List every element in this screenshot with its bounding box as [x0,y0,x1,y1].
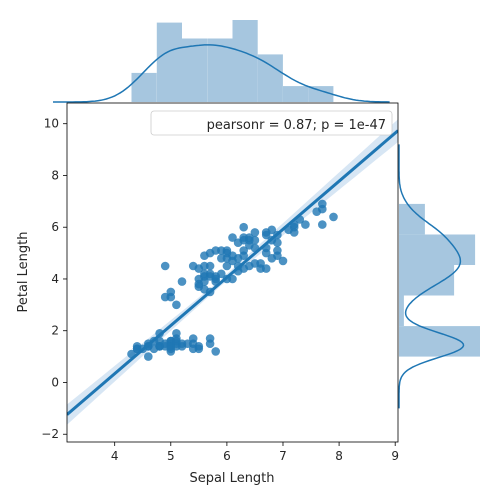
scatter-point [261,264,271,273]
scatter-point [273,238,282,247]
regression-line [67,129,398,416]
x-histogram-bar [131,72,157,102]
x-histogram-bar [182,38,208,102]
x-tick-label: 7 [279,449,287,463]
scatter-point [211,347,220,356]
x-tick-label: 6 [223,449,231,463]
x-histogram-bar [283,86,309,102]
x-histogram-bar [308,86,334,102]
scatter-point [239,222,248,232]
x-axis-label: Sepal Length [189,471,274,486]
scatter-point [228,233,237,242]
scatter-point [239,246,248,255]
joint-panel: 4 5 6 7 8 9 −2 0 2 4 6 8 10 pearsonr = 0.87; p = 1e… [16,102,399,486]
scatter-point [250,235,260,245]
x-marginal-distribution [53,20,390,103]
y-tick-label: 0 [51,375,59,389]
y-tick-label: −2 [41,427,59,441]
y-axis-ticks: −2 0 2 4 6 8 10 [41,117,67,441]
y-marginal-distribution [398,144,480,409]
scatter-points [127,199,338,361]
scatter-point [200,277,209,286]
annotation-box [150,110,393,136]
scatter-point [222,261,232,271]
scatter-point [289,222,299,232]
scatter-point [172,300,181,310]
scatter-point [177,277,187,286]
x-histogram-bar [257,54,283,102]
scatter-point [205,261,215,271]
scatter-point [267,225,277,235]
y-tick-label: 8 [51,168,59,182]
y-histogram-bar [399,295,404,326]
joint-frame [66,102,399,443]
x-histogram-bar [207,38,233,102]
x-tick-label: 9 [391,449,399,463]
scatter-point [250,228,260,237]
scatter-point [329,212,338,222]
y-histogram-bar [399,326,480,357]
scatter-point [318,199,327,209]
pearson-annotation: pearsonr = 0.87; p = 1e-47 [207,118,386,133]
scatter-point [160,261,170,271]
scatter-point [301,220,310,229]
x-axis-ticks: 4 5 6 7 8 9 [111,442,399,463]
x-tick-label: 8 [335,449,343,463]
scatter-point [172,329,181,338]
x-tick-label: 5 [167,449,175,463]
y-histogram-bar [399,234,476,265]
scatter-point [228,274,237,284]
scatter-point [261,230,271,240]
x-tick-label: 4 [111,449,119,463]
y-tick-label: 10 [44,117,59,131]
x-histogram-bar [232,20,258,102]
scatter-point [144,352,153,361]
scatter-point [217,269,226,279]
y-tick-label: 2 [51,324,59,338]
scatter-point [166,292,176,302]
scatter-point [205,334,215,343]
scatter-point [194,344,204,354]
x-marginal-density-curve [53,44,390,103]
x-marginal-histogram [131,20,334,103]
y-tick-label: 6 [51,220,59,234]
scatter-point [318,220,327,229]
x-histogram-bar [156,22,182,103]
scatter-point [278,256,288,266]
y-tick-label: 4 [51,272,59,286]
y-marginal-density-curve [398,144,465,409]
scatter-point [273,246,282,255]
y-axis-label: Petal Length [16,231,31,312]
